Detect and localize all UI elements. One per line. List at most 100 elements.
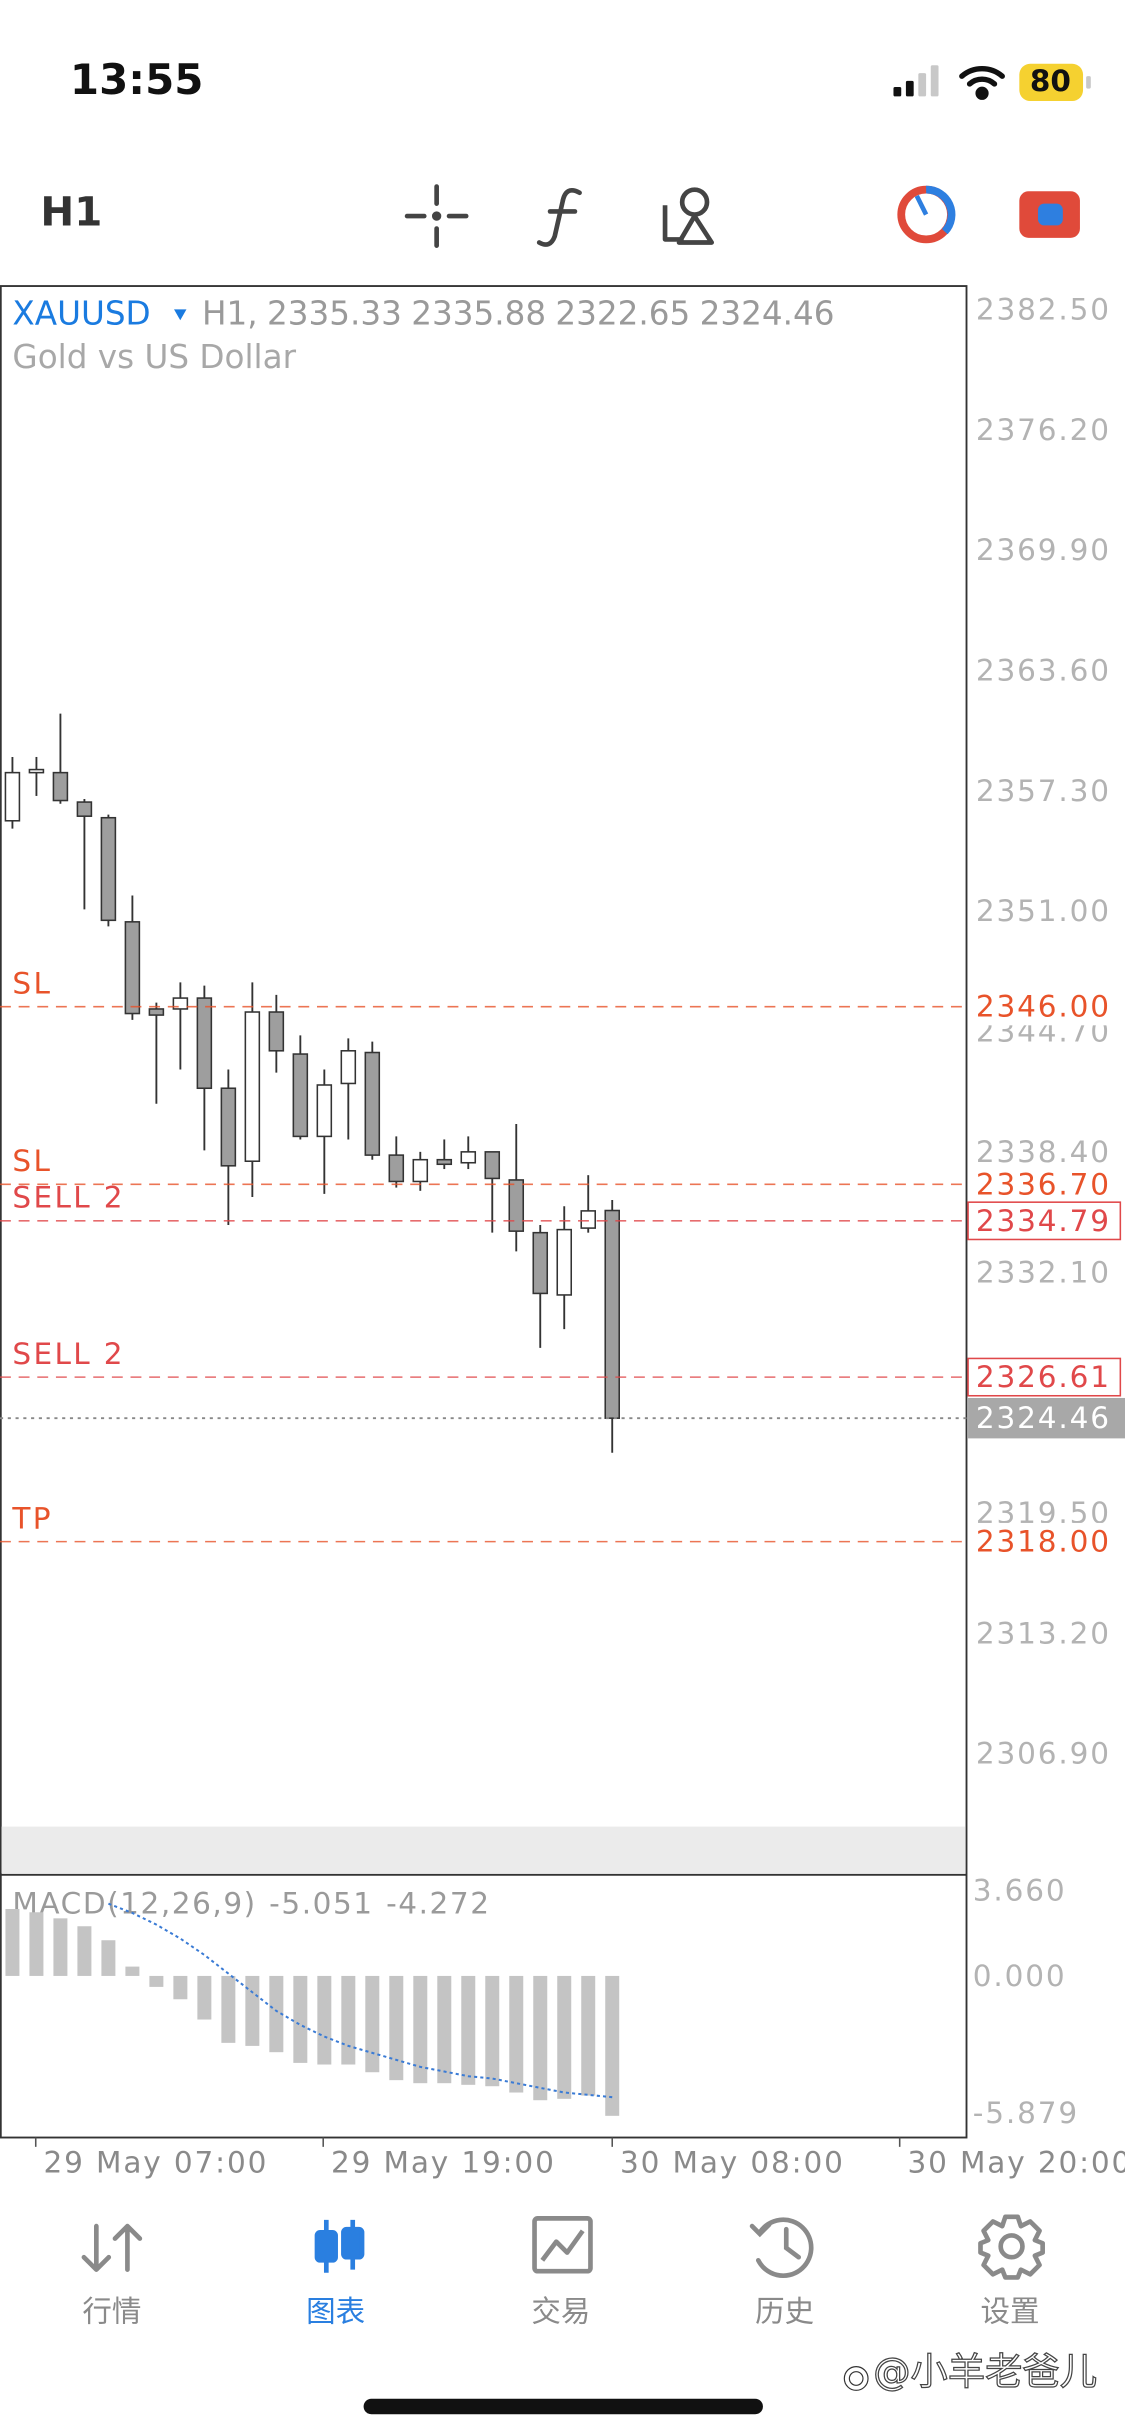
candle-body <box>220 1087 237 1167</box>
macd-bar <box>245 1975 260 2046</box>
y-tick-label: -5.879 <box>973 2096 1079 2130</box>
macd-main: -5.051 <box>269 1886 373 1920</box>
order-level-tag <box>967 1201 1122 1241</box>
tab-label[interactable]: 设置 <box>980 2295 1039 2329</box>
candle-body <box>316 1084 333 1138</box>
one-click-button[interactable] <box>897 185 956 244</box>
indicators-button[interactable] <box>536 188 582 247</box>
y-tick-label: 3.660 <box>973 1874 1067 1908</box>
macd-bar <box>317 1975 332 2065</box>
candle-body <box>340 1050 357 1085</box>
y-tick-label: 2306.90 <box>976 1737 1111 1771</box>
chart-frame <box>0 285 968 2139</box>
macd-bar <box>29 1912 44 1976</box>
candle-body <box>604 1209 620 1419</box>
y-tick-label: 2382.50 <box>976 292 1111 326</box>
x-tick-label: 29 May 19:00 <box>331 2145 556 2179</box>
y-tick-label: 0.000 <box>973 1959 1067 1993</box>
tab-label[interactable]: 行情 <box>82 2295 141 2329</box>
candle-body <box>124 921 141 1015</box>
trade-button[interactable] <box>1019 191 1080 238</box>
macd-bar <box>293 1975 308 2063</box>
order-level-price: 2336.70 <box>976 1167 1111 1201</box>
order-level-name: SL <box>12 966 52 1000</box>
macd-bar <box>365 1975 380 2073</box>
last-price-label: 2324.46 <box>976 1401 1111 1435</box>
open: 2335.33 <box>267 295 402 333</box>
tab-label[interactable]: 历史 <box>755 2295 814 2329</box>
watermark: @小羊老爸儿 <box>873 2349 1097 2393</box>
candle-body <box>148 1008 165 1016</box>
candle-body <box>196 997 213 1090</box>
macd-bar <box>125 1966 140 1976</box>
order-level-name: SL <box>12 1144 52 1178</box>
candle-body <box>388 1154 405 1183</box>
macd-bar <box>533 1975 548 2101</box>
order-level-tag <box>968 1522 1121 1561</box>
period: H1, <box>202 295 258 333</box>
y-tick-label: 2363.60 <box>976 653 1111 687</box>
candle-body <box>580 1210 597 1229</box>
macd-bar <box>149 1975 164 1987</box>
symbol[interactable]: XAUUSD <box>12 295 150 333</box>
tab-label[interactable]: 交易 <box>531 2295 590 2329</box>
order-level-price: 2346.00 <box>976 990 1111 1024</box>
candle-body <box>508 1179 525 1232</box>
candle-body <box>244 1011 261 1162</box>
macd-bar <box>437 1975 452 2084</box>
macd-bar <box>605 1975 620 2116</box>
macd-bar <box>413 1975 428 2084</box>
candle-body <box>28 768 45 774</box>
battery-cap <box>1086 76 1091 89</box>
objects-button[interactable] <box>662 187 715 245</box>
history-icon[interactable] <box>749 2217 814 2278</box>
macd-bar <box>53 1918 68 1976</box>
macd-bar <box>269 1975 284 2053</box>
macd-bar <box>173 1975 188 2000</box>
candle-body <box>172 997 189 1010</box>
macd-bar <box>485 1975 500 2087</box>
candle-body <box>4 771 21 822</box>
chart-icon[interactable] <box>314 2219 365 2273</box>
macd-bar <box>5 1909 20 1976</box>
macd-signal: -4.272 <box>386 1886 490 1920</box>
candle-body <box>436 1158 453 1166</box>
settings-icon[interactable] <box>978 2214 1045 2280</box>
candle-body <box>412 1158 429 1183</box>
macd-title: MACD(12,26,9) <box>12 1886 256 1920</box>
quotes-icon[interactable] <box>81 2223 143 2272</box>
macd-bar <box>581 1975 596 2096</box>
candle-body <box>556 1228 573 1296</box>
low: 2322.65 <box>555 295 690 333</box>
macd-bar <box>461 1975 476 2085</box>
x-tick-label: 30 May 08:00 <box>620 2145 845 2179</box>
order-level-price: 2326.61 <box>976 1360 1111 1394</box>
order-level-tag <box>968 988 1121 1026</box>
timeframe-button[interactable]: H1 <box>40 188 102 236</box>
high: 2335.88 <box>411 295 546 333</box>
macd-bar <box>557 1975 572 2099</box>
watermark-icon <box>843 2366 869 2391</box>
macd-header: MACD(12,26,9) -5.051 -4.272 <box>12 1886 490 1920</box>
close: 2324.46 <box>700 295 835 333</box>
y-tick-label: 2351.00 <box>976 894 1111 928</box>
candle-body <box>484 1151 501 1180</box>
candle-body <box>292 1053 309 1138</box>
y-tick-label: 2338.40 <box>976 1135 1111 1169</box>
trade-icon[interactable] <box>532 2216 593 2274</box>
crosshair-button[interactable] <box>404 184 469 248</box>
order-level-price: 2318.00 <box>976 1525 1111 1559</box>
macd-bar <box>197 1975 212 2020</box>
tab-label[interactable]: 图表 <box>306 2295 365 2329</box>
candle-body <box>100 816 117 922</box>
symbol-dropdown[interactable] <box>174 309 187 321</box>
y-tick-label: 2376.20 <box>976 413 1111 447</box>
macd-bar <box>509 1975 524 2093</box>
status-time: 13:55 <box>70 55 204 104</box>
battery-level: 80 <box>1030 64 1071 98</box>
last-price-tag <box>968 1397 1125 1439</box>
order-level-name: TP <box>11 1501 52 1535</box>
order-level-name: SELL 2 <box>12 1337 124 1371</box>
order-level-name: SELL 2 <box>12 1181 124 1215</box>
